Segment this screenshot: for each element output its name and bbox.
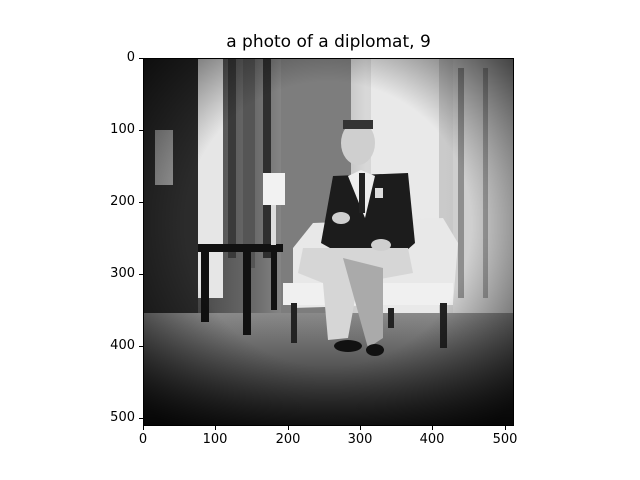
x-tick [143, 426, 144, 430]
x-tick-label: 300 [347, 432, 373, 447]
y-tick-label: 500 [110, 410, 135, 425]
y-tick-label: 300 [110, 266, 135, 281]
y-tick [139, 346, 143, 347]
image-axes [143, 58, 514, 426]
y-tick [139, 58, 143, 59]
y-tick-label: 100 [110, 122, 135, 137]
diplomat-photo [143, 58, 514, 426]
y-tick [139, 274, 143, 275]
y-tick-label: 200 [110, 194, 135, 209]
y-tick-label: 400 [110, 338, 135, 353]
x-tick-label: 400 [419, 432, 445, 447]
figure-title: a photo of a diplomat, 9 [226, 32, 431, 52]
y-tick [139, 202, 143, 203]
x-tick [505, 426, 506, 430]
axes-frame [143, 58, 514, 426]
x-tick-label: 100 [202, 432, 228, 447]
vignette [143, 58, 514, 426]
y-tick-label: 0 [126, 50, 135, 65]
x-tick [288, 426, 289, 430]
x-tick [360, 426, 361, 430]
x-tick-label: 200 [275, 432, 301, 447]
y-tick [139, 418, 143, 419]
x-tick [215, 426, 216, 430]
x-tick-label: 0 [138, 432, 148, 447]
x-tick-label: 500 [492, 432, 518, 447]
y-tick [139, 130, 143, 131]
x-tick [432, 426, 433, 430]
